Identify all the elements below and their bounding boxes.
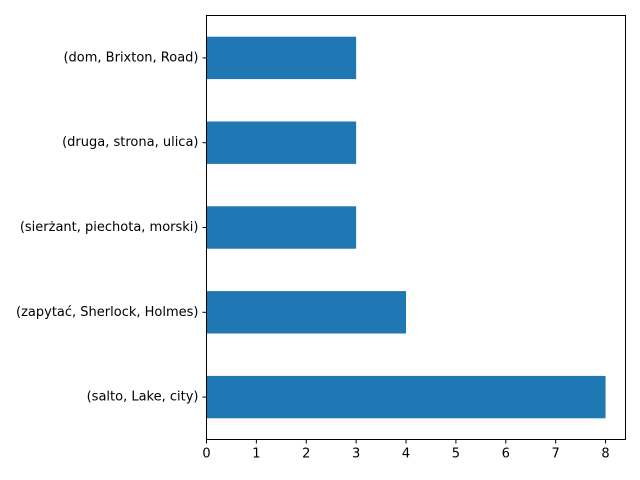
- x-tick-label: 7: [552, 447, 560, 462]
- bars-layer: [206, 36, 606, 419]
- x-tick-label: 3: [352, 447, 360, 462]
- ticks-layer: (dom, Brixton, Road) (druga, strona, ulic…: [16, 50, 610, 461]
- bar: [206, 206, 357, 249]
- y-tick-label: (salto, Lake, city): [87, 390, 199, 405]
- bar: [206, 291, 407, 334]
- bar: [206, 121, 357, 164]
- plot-frame: [206, 15, 626, 440]
- y-tick-label: (sierżant, piechota, morski): [20, 220, 199, 235]
- x-tick-label: 0: [202, 447, 210, 462]
- x-tick-label: 8: [601, 447, 609, 462]
- bar: [206, 375, 606, 419]
- y-tick-label: (dom, Brixton, Road): [63, 50, 198, 65]
- x-tick-label: 5: [452, 447, 460, 462]
- y-tick-label: (zapytać, Sherlock, Holmes): [16, 305, 198, 320]
- x-tick-label: 6: [502, 447, 510, 462]
- x-tick-label: 4: [402, 447, 410, 462]
- x-tick-label: 1: [252, 447, 260, 462]
- x-tick-label: 2: [302, 447, 310, 462]
- y-tick-label: (druga, strona, ulica): [62, 135, 198, 150]
- bar: [206, 36, 357, 80]
